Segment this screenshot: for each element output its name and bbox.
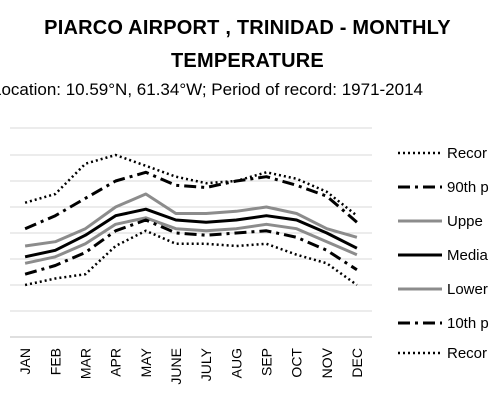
- x-tick-label: JULY: [198, 347, 214, 381]
- series-line-5: [24, 216, 358, 265]
- chart-title-line-2: TEMPERATURE: [171, 50, 324, 72]
- x-tick-label: OCT: [289, 348, 305, 378]
- series-line-2: [24, 170, 358, 231]
- x-tick-label: APR: [108, 348, 124, 377]
- legend-label: Lower: [447, 281, 488, 298]
- chart-subtitle: Location: 10.59°N, 61.34°W; Period of re…: [0, 80, 424, 99]
- series-line-4: [24, 207, 358, 259]
- legend-label: 90th p: [447, 179, 489, 196]
- x-tick-label: AUG: [228, 348, 244, 378]
- x-tick-labels: JAN FEB MAR APR MAY JUNE JULY AUG SEP OCT NOV DEC: [17, 347, 365, 384]
- x-tick-label: JUNE: [168, 348, 184, 385]
- x-tick-label: JAN: [17, 348, 33, 374]
- legend-label: Media: [447, 247, 489, 264]
- x-tick-label: SEP: [258, 348, 274, 376]
- x-tick-label: FEB: [47, 348, 63, 375]
- x-tick-label: MAR: [77, 348, 93, 379]
- x-tick-label: MAY: [138, 347, 154, 377]
- grid: [10, 127, 372, 338]
- x-tick-label: NOV: [319, 347, 335, 378]
- series-lines: [24, 153, 358, 287]
- series-line-1: [24, 153, 358, 217]
- series-line-3: [24, 192, 358, 248]
- x-tick-label: DEC: [349, 348, 365, 378]
- legend-label: Recor: [447, 145, 487, 162]
- series-line-7: [24, 229, 358, 287]
- legend-label: Uppe: [447, 213, 483, 230]
- legend: Recor 90th p Uppe Media Lower 10th p Recor: [398, 145, 489, 362]
- chart-title-line-1: PIARCO AIRPORT , TRINIDAD - MONTHLY: [44, 17, 451, 39]
- series-line-6: [24, 218, 358, 276]
- legend-label: Recor: [447, 345, 487, 362]
- legend-label: 10th p: [447, 315, 489, 332]
